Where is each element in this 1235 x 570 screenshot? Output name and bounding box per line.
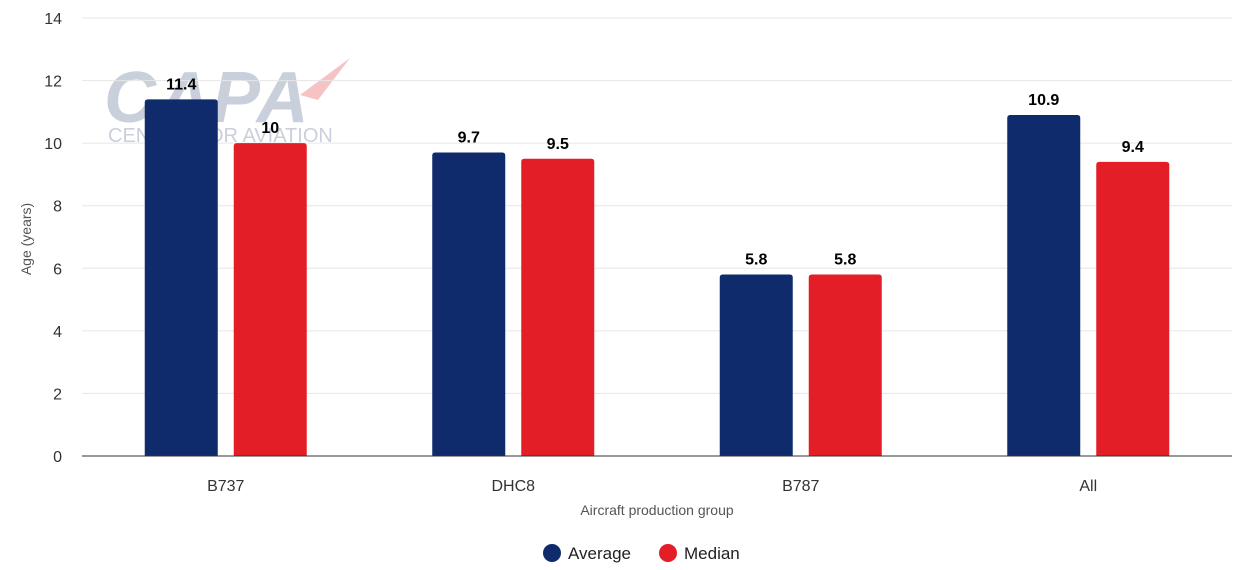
data-label: 10 xyxy=(261,120,279,137)
bar-average xyxy=(144,99,218,456)
watermark-swoosh-icon xyxy=(300,58,350,100)
bars xyxy=(144,99,1170,457)
bar-average xyxy=(1007,114,1081,456)
y-axis-ticks: 0 2 4 6 8 10 12 14 xyxy=(44,11,62,466)
bar-median xyxy=(808,274,882,456)
legend-marker-average xyxy=(543,544,561,562)
x-axis-ticks: B737 DHC8 B787 All xyxy=(207,478,1097,495)
bar-average xyxy=(719,274,793,456)
data-label: 5.8 xyxy=(745,252,767,269)
bar-average xyxy=(432,152,506,456)
data-label: 10.9 xyxy=(1028,92,1059,109)
y-tick-label: 8 xyxy=(53,199,62,216)
y-tick-label: 6 xyxy=(53,261,62,278)
x-tick-label: B787 xyxy=(782,478,819,495)
x-axis-title: Aircraft production group xyxy=(580,502,734,518)
capa-watermark: CAPA CENTRE FOR AVIATION xyxy=(104,58,350,147)
data-label: 5.8 xyxy=(834,252,856,269)
data-label: 9.4 xyxy=(1122,139,1144,156)
legend-marker-median xyxy=(659,544,677,562)
y-tick-label: 10 xyxy=(44,136,62,153)
legend-label-average: Average xyxy=(568,544,631,563)
data-label: 9.5 xyxy=(547,136,569,153)
legend-label-median: Median xyxy=(684,544,740,563)
y-tick-label: 4 xyxy=(53,324,62,341)
bar-median xyxy=(233,143,307,456)
data-labels: 11.4 10 9.7 9.5 5.8 5.8 10.9 9.4 xyxy=(166,76,1144,268)
y-tick-label: 0 xyxy=(53,449,62,466)
y-axis-title: Age (years) xyxy=(18,203,34,275)
bar-median xyxy=(1096,161,1170,456)
x-tick-label: All xyxy=(1079,478,1097,495)
y-tick-label: 12 xyxy=(44,74,62,91)
data-label: 11.4 xyxy=(166,76,196,93)
bar-median xyxy=(521,158,595,457)
data-label: 9.7 xyxy=(458,130,480,147)
x-tick-label: B737 xyxy=(207,478,244,495)
y-tick-label: 2 xyxy=(53,386,62,403)
x-tick-label: DHC8 xyxy=(491,478,535,495)
y-tick-label: 14 xyxy=(44,11,62,28)
legend: Average Median xyxy=(543,544,740,563)
